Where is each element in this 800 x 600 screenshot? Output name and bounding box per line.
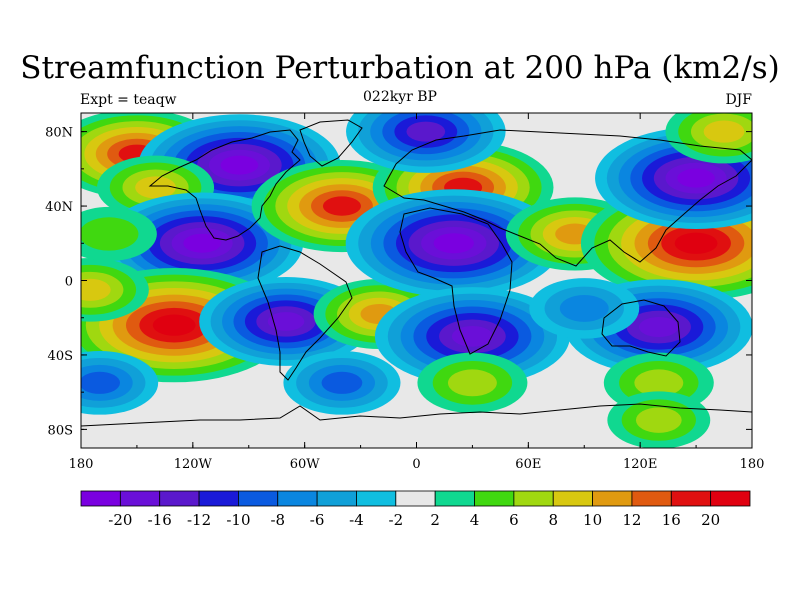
field-feature: [417, 352, 528, 414]
colorbar-label: 8: [548, 511, 558, 529]
x-tick-label: 120W: [174, 457, 213, 472]
colorbar-swatch: [434, 490, 475, 507]
contour-level: [451, 325, 493, 347]
x-tick-label: 0: [412, 457, 420, 472]
experiment-label: Expt = teaqw: [80, 92, 177, 108]
field-feature: [101, 192, 304, 295]
contour-level: [634, 369, 684, 397]
season-label: DJF: [725, 92, 752, 108]
colorbar-swatch: [80, 490, 121, 507]
colorbar-swatch: [119, 490, 161, 507]
colorbar-label: 10: [583, 511, 602, 529]
field-feature: [81, 206, 157, 262]
colorbar-label: 2: [430, 511, 440, 529]
coastlines: [81, 119, 752, 427]
field-feature: [346, 113, 506, 173]
contour-level: [267, 312, 305, 331]
coastline-eurasia: [383, 129, 752, 267]
field-feature: [374, 287, 570, 386]
field-feature: [665, 113, 752, 164]
colorbar-label: -12: [187, 511, 211, 529]
contour-level: [639, 316, 679, 338]
contour-level: [183, 233, 221, 253]
field-feature: [529, 278, 640, 339]
contour-level: [81, 217, 139, 251]
contour-level: [220, 155, 259, 175]
contour-level: [677, 168, 715, 188]
colorbar-swatch: [710, 490, 751, 507]
contour-level: [322, 196, 361, 216]
colorbar-label: -10: [226, 511, 250, 529]
contour-level: [433, 233, 474, 254]
colorbar-label: -8: [270, 511, 285, 529]
contour-level: [81, 371, 120, 394]
contour-level: [135, 176, 176, 199]
colorbar-label: -4: [349, 511, 364, 529]
colorbar-swatch: [316, 490, 357, 507]
field-feature: [607, 391, 711, 448]
coastline-south-america: [257, 245, 353, 381]
contour-field: [81, 113, 752, 448]
y-tick-label: 0: [65, 275, 73, 290]
contour-level: [321, 371, 363, 394]
y-tick-label: 80S: [48, 423, 73, 438]
colorbar-swatch: [670, 490, 712, 507]
contour-level: [674, 232, 718, 254]
contour-level: [635, 407, 682, 433]
colorbar-swatch: [238, 490, 279, 507]
y-tick-label: 40S: [48, 349, 73, 364]
contour-level: [406, 121, 446, 142]
coastline-antarctica: [81, 403, 752, 427]
colorbar-swatch: [395, 490, 436, 507]
x-tick-label: 120E: [623, 457, 657, 472]
colorbar-swatch: [277, 490, 318, 507]
coastline-africa: [399, 207, 513, 355]
colorbar-label: 4: [470, 511, 480, 529]
x-tick-label: 180: [69, 457, 94, 472]
contour-level: [703, 120, 745, 143]
contour-level: [81, 278, 111, 301]
colorbar-swatch: [592, 490, 633, 507]
coastline-australia: [601, 299, 681, 357]
contour-level: [152, 314, 196, 336]
colorbar-label: -20: [108, 511, 132, 529]
colorbar-label: 6: [509, 511, 519, 529]
contour-level: [447, 369, 497, 397]
colorbar-swatch: [356, 490, 397, 507]
colorbar-label: -16: [148, 511, 172, 529]
colorbar-label: 16: [662, 511, 681, 529]
plot-title: Streamfunction Perturbation at 200 hPa (…: [20, 50, 780, 86]
field-feature: [81, 257, 149, 322]
contour-level: [559, 294, 609, 322]
colorbar-label: 12: [622, 511, 641, 529]
colorbar-label: 20: [701, 511, 720, 529]
y-tick-label: 40N: [45, 200, 73, 215]
time-label: 022kyr BP: [363, 89, 437, 105]
colorbar-swatch: [552, 490, 593, 507]
colorbar-label: -6: [310, 511, 325, 529]
coastline-north-america: [148, 129, 301, 241]
coastline-greenland: [299, 119, 363, 167]
field-feature: [345, 189, 562, 298]
x-tick-label: 180: [740, 457, 765, 472]
field-feature: [81, 351, 159, 415]
y-tick-label: 80N: [45, 126, 73, 141]
x-tick-label: 60W: [290, 457, 321, 472]
colorbar-label: -2: [389, 511, 404, 529]
field-feature: [283, 351, 401, 415]
colorbar-swatch: [198, 490, 239, 507]
colorbar: -20 -16 -12 -10 -8 -6 -4 -2 2 4 6 8 10 12 16 20: [80, 490, 751, 529]
x-tick-label: 60E: [515, 457, 541, 472]
colorbar-swatch: [474, 490, 515, 507]
colorbar-swatch: [159, 490, 200, 507]
map-axes: 180 120W 60W 0 60E 120E 180 80N 40N 0 40S 80S: [45, 113, 764, 472]
colorbar-swatch: [631, 490, 672, 507]
colorbar-swatch: [513, 490, 554, 507]
